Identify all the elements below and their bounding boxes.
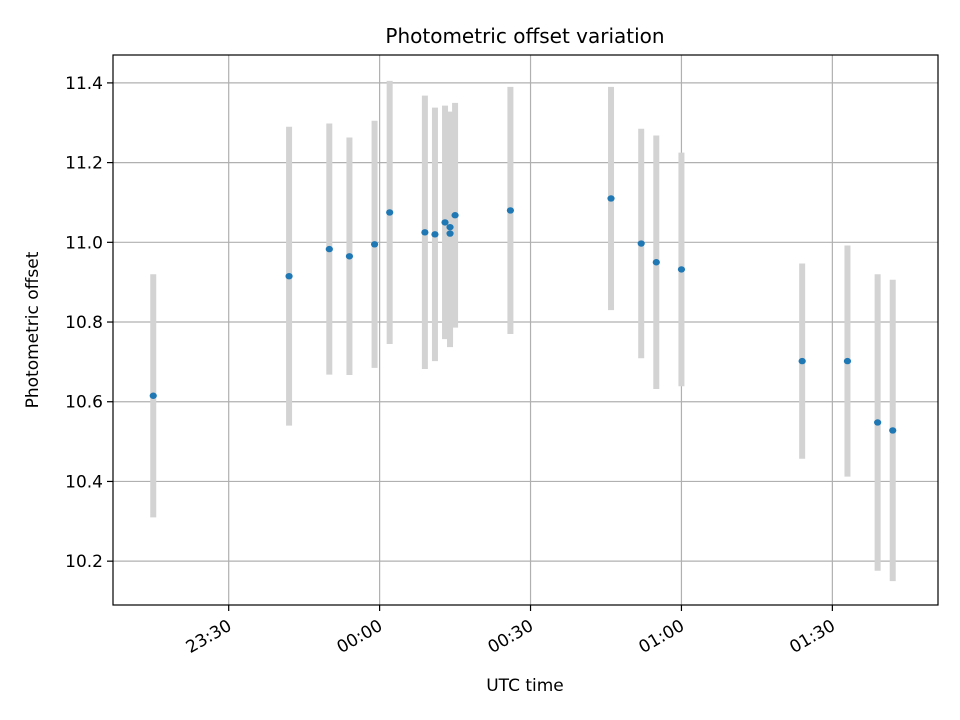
data-point: [451, 212, 459, 219]
data-point: [798, 357, 806, 365]
data-points: [149, 195, 897, 434]
data-point: [431, 231, 439, 238]
data-point: [421, 229, 429, 236]
data-point: [386, 209, 394, 216]
data-point: [446, 223, 454, 231]
data-point: [677, 266, 686, 273]
x-axis-title: UTC time: [486, 676, 564, 696]
data-point: [843, 357, 852, 365]
data-point: [652, 259, 660, 266]
data-point: [889, 427, 897, 434]
data-point: [607, 195, 615, 202]
data-point: [345, 253, 354, 260]
data-point: [285, 272, 293, 280]
data-point: [370, 241, 379, 248]
data-point: [637, 240, 645, 247]
data-point: [325, 245, 333, 253]
y-axis: 10.2 10.4 10.6 10.8 11.0 11.2 11.4: [65, 74, 113, 572]
y-tick-label: 10.4: [65, 472, 103, 492]
data-point: [441, 219, 449, 226]
y-tick-label: 10.2: [65, 552, 103, 572]
plot-frame: [112, 54, 939, 606]
y-tick-label: 11.0: [65, 233, 103, 253]
y-tick-label: 11.4: [65, 74, 103, 94]
y-tick-label: 10.8: [65, 313, 103, 333]
data-point: [149, 392, 157, 399]
grid: [113, 55, 938, 605]
data-point: [874, 419, 882, 426]
y-axis-title: Photometric offset: [23, 251, 43, 408]
data-point: [506, 207, 515, 214]
data-point: [446, 230, 454, 237]
y-tick-label: 10.6: [65, 393, 103, 413]
chart-title: Photometric offset variation: [385, 24, 664, 48]
y-tick-label: 11.2: [65, 154, 103, 174]
